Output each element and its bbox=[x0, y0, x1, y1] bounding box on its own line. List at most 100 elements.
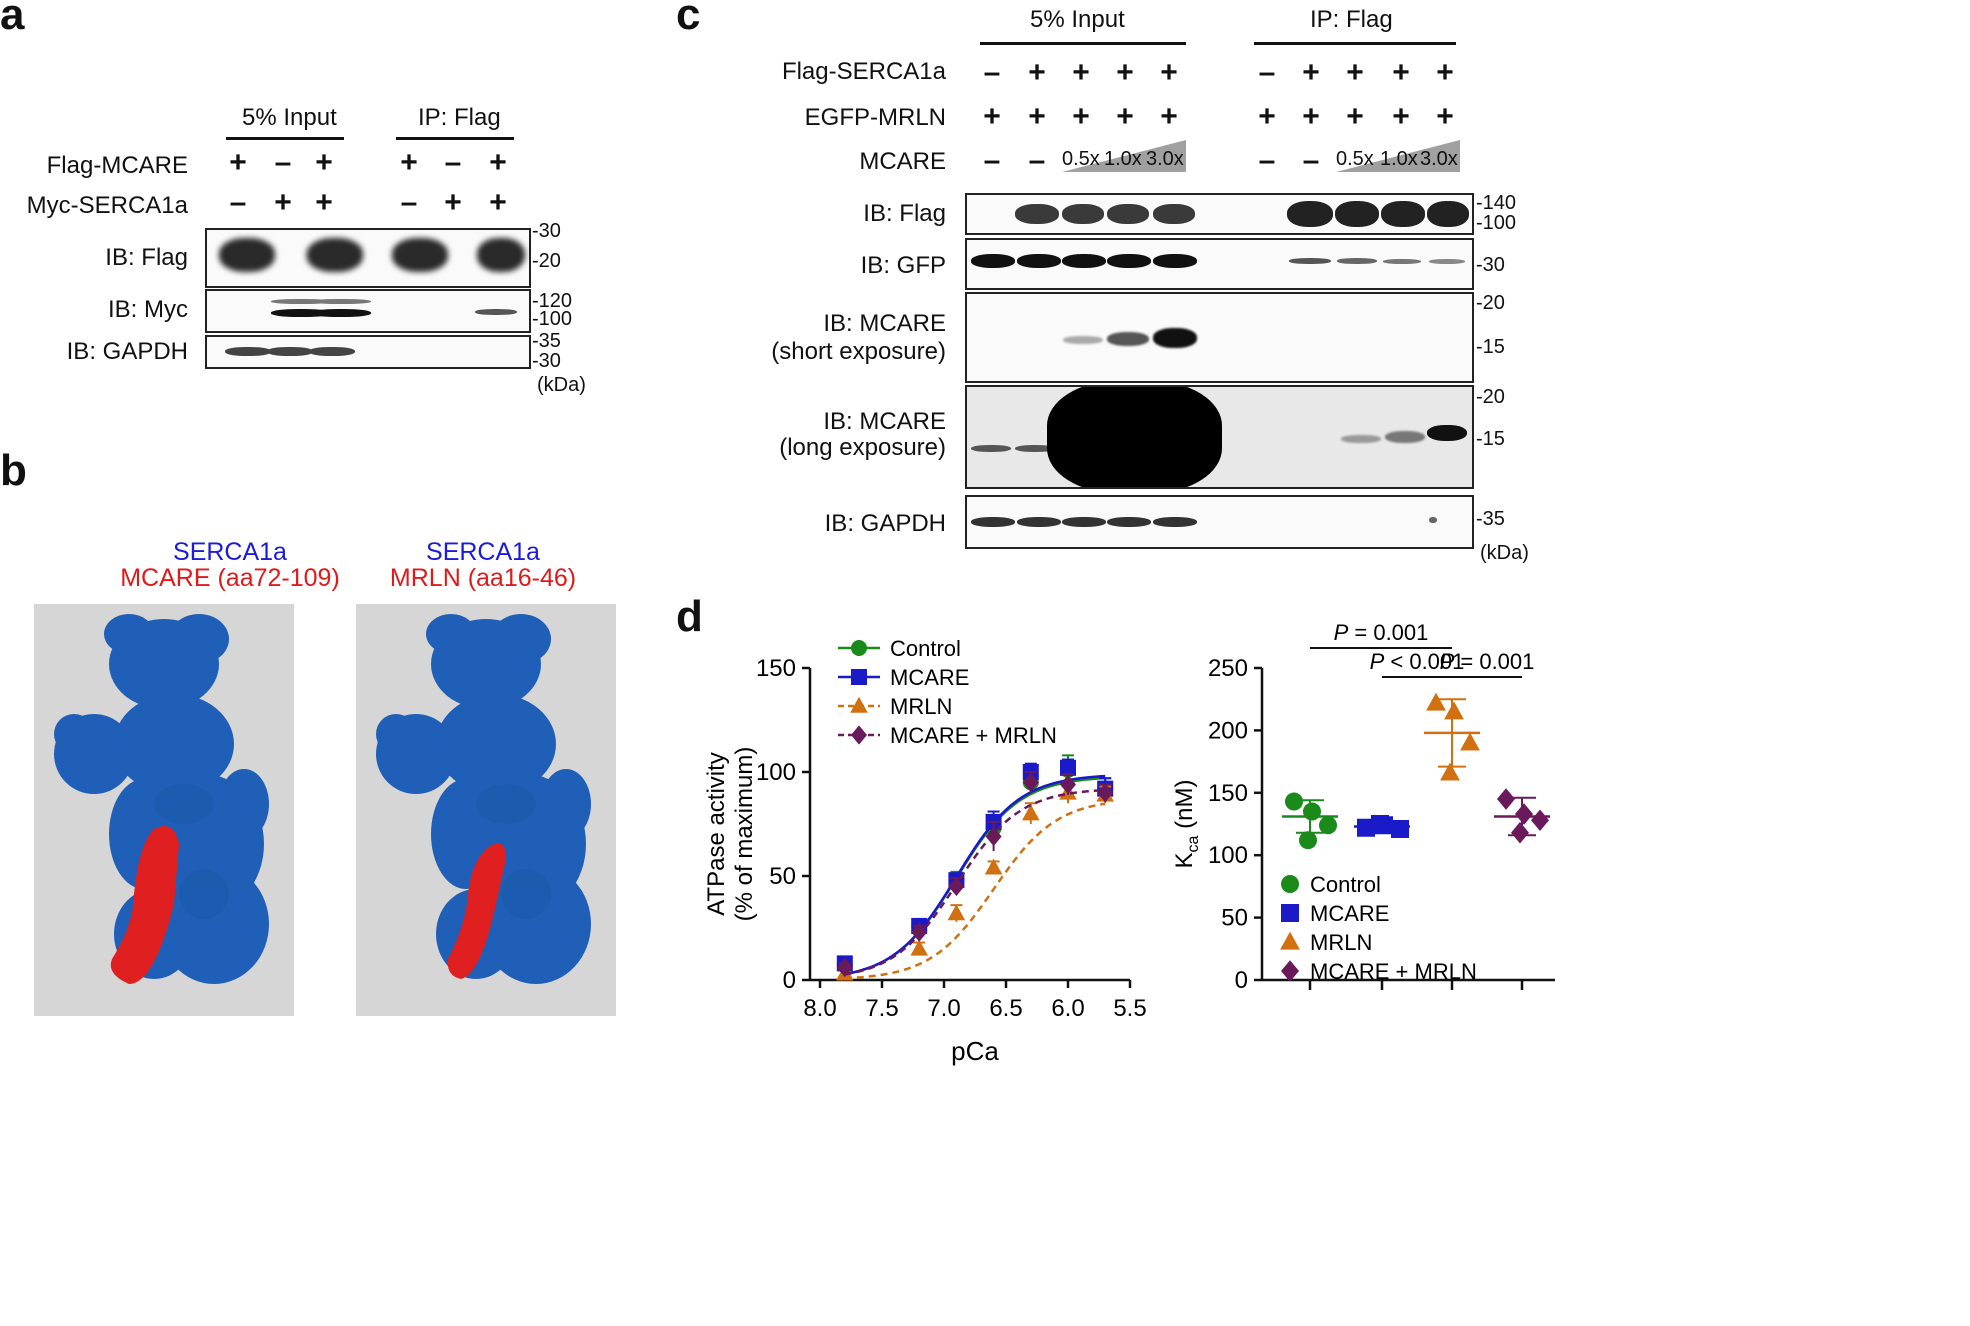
a-sign-r0-c3: + bbox=[400, 146, 418, 179]
atpase-y-tick-label-3: 150 bbox=[756, 655, 796, 682]
c-blot-gfp bbox=[965, 238, 1474, 290]
a-blot-flag bbox=[205, 228, 531, 288]
c-blot-label-gapdh: IB: GAPDH bbox=[824, 510, 946, 537]
a-blot-label-gapdh: IB: GAPDH bbox=[66, 338, 188, 365]
kca-y-tick-label-4: 200 bbox=[1208, 717, 1248, 744]
b-left-title-mcare: MCARE (aa72-109) bbox=[120, 564, 340, 592]
c-blot-label-gfp: IB: GFP bbox=[860, 252, 946, 279]
atpase-point-2-1 bbox=[910, 939, 928, 956]
c-sign-flag-3: + bbox=[1116, 56, 1134, 89]
a-header-ip: IP: Flag bbox=[418, 104, 501, 131]
c-sign-mcare-2: – bbox=[1258, 144, 1276, 177]
kca-y-tick-label-5: 250 bbox=[1208, 655, 1248, 682]
c-mw-long-20: -20 bbox=[1476, 386, 1505, 408]
kca-point-0-1 bbox=[1303, 802, 1321, 821]
a-sign-r1-c5: + bbox=[489, 186, 507, 219]
c-mw-flag-100: -100 bbox=[1476, 212, 1517, 234]
b-right-title-serca: SERCA1a bbox=[426, 538, 540, 566]
c-mw-gapdh-35: -35 bbox=[1476, 508, 1505, 530]
c-row-label-flag-serca: Flag-SERCA1a bbox=[781, 58, 946, 85]
c-mw-short-15: -15 bbox=[1476, 336, 1505, 358]
kca-point-2-2 bbox=[1460, 732, 1480, 751]
atpase-fit-line-2 bbox=[844, 802, 1106, 980]
c-dose-wedge-ip bbox=[1336, 140, 1460, 172]
kca-pvalue-0: P = 0.001 bbox=[1334, 620, 1429, 645]
c-header-ip: IP: Flag bbox=[1310, 6, 1393, 33]
atpase-x-tick-label-5: 5.5 bbox=[1113, 995, 1146, 1022]
a-sign-r1-c4: + bbox=[444, 186, 462, 219]
a-header-input-line bbox=[226, 137, 344, 140]
c-sign-flag-2: + bbox=[1072, 56, 1090, 89]
c-sign-flag-9: + bbox=[1436, 56, 1454, 89]
a-mw-gapdh-35: -35 bbox=[532, 330, 561, 352]
atpase-x-tick-label-4: 6.0 bbox=[1051, 995, 1084, 1022]
c-blot-flag bbox=[965, 193, 1474, 235]
kca-legend-label-1: MCARE bbox=[1310, 901, 1389, 926]
kca-point-0-2 bbox=[1319, 816, 1337, 835]
atpase-y-tick-label-0: 0 bbox=[783, 967, 796, 994]
kca-y-tick-label-2: 100 bbox=[1208, 842, 1248, 869]
atpase-legend-marker-0 bbox=[851, 640, 867, 656]
atpase-point-3-2 bbox=[948, 876, 965, 896]
kca-y-label: Kca (nM) bbox=[1171, 780, 1202, 869]
kca-point-2-3 bbox=[1440, 762, 1460, 781]
kca-legend-label-2: MRLN bbox=[1310, 930, 1372, 955]
atpase-x-tick-label-1: 7.5 bbox=[865, 995, 898, 1022]
a-row-label-flag-mcare: Flag-MCARE bbox=[46, 152, 188, 179]
atpase-legend-label-0: Control bbox=[890, 636, 961, 661]
c-sign-egfp-7: + bbox=[1346, 100, 1364, 133]
atpase-point-3-3 bbox=[985, 826, 1002, 847]
atpase-y-tick-label-1: 50 bbox=[769, 863, 796, 890]
atpase-legend-label-2: MRLN bbox=[890, 694, 952, 719]
a-mw-gapdh-30: -30 bbox=[532, 350, 561, 372]
atpase-chart: 8.0 7.5 7.0 6.5 6.0 5.5 0 50 100 150 pCa ATPase act… bbox=[703, 636, 1147, 1066]
atpase-y-tick-label-2: 100 bbox=[756, 759, 796, 786]
c-sign-egfp-6: + bbox=[1302, 100, 1320, 133]
kca-legend-marker-0 bbox=[1281, 875, 1299, 893]
c-row-label-mcare: MCARE bbox=[859, 148, 946, 175]
a-mw-myc-120: -120 bbox=[532, 290, 573, 312]
atpase-fit-line-0 bbox=[844, 776, 1106, 976]
c-sign-mcare-1: – bbox=[1028, 144, 1046, 177]
atpase-x-tick-label-3: 6.5 bbox=[989, 995, 1022, 1022]
c-mw-unit: (kDa) bbox=[1480, 542, 1529, 564]
atpase-y-label-1: ATPase activity bbox=[703, 752, 730, 916]
a-blot-gapdh bbox=[205, 335, 531, 369]
atpase-x-label: pCa bbox=[951, 1036, 999, 1066]
atpase-legend-marker-2 bbox=[850, 696, 868, 713]
atpase-legend-marker-3 bbox=[851, 725, 867, 745]
atpase-legend-marker-1 bbox=[851, 669, 867, 685]
panel-a-letter: a bbox=[0, 0, 25, 39]
c-header-input-line bbox=[980, 42, 1186, 45]
c-blot-gapdh bbox=[965, 495, 1474, 549]
kca-point-3-3 bbox=[1511, 821, 1529, 844]
atpase-x-tick-label-2: 7.0 bbox=[927, 995, 960, 1022]
kca-legend-marker-1 bbox=[1281, 904, 1299, 922]
a-blot-label-myc: IB: Myc bbox=[107, 296, 188, 323]
c-sign-mcare-3: – bbox=[1302, 144, 1320, 177]
c-blot-label-mcare-long-1: IB: MCARE bbox=[823, 408, 946, 435]
a-sign-r1-c1: + bbox=[274, 186, 292, 219]
panel-b-letter: b bbox=[0, 446, 27, 495]
c-blot-mcare-long bbox=[965, 385, 1474, 489]
c-sign-egfp-3: + bbox=[1116, 100, 1134, 133]
b-structure-serca-mrln bbox=[356, 604, 616, 1016]
a-mw-flag-20: -20 bbox=[532, 250, 561, 272]
c-sign-flag-7: + bbox=[1346, 56, 1364, 89]
c-blot-label-mcare-long-2: (long exposure) bbox=[779, 434, 946, 461]
c-sign-mcare-0: – bbox=[983, 144, 1001, 177]
kca-point-2-1 bbox=[1444, 701, 1464, 720]
atpase-point-3-4 bbox=[1022, 772, 1039, 792]
c-sign-egfp-8: + bbox=[1392, 100, 1410, 133]
c-blot-label-mcare-short-1: IB: MCARE bbox=[823, 310, 946, 337]
c-dose-label-5: 3.0x bbox=[1420, 148, 1458, 170]
panel-d-letter: d bbox=[676, 592, 703, 641]
c-sign-flag-6: + bbox=[1302, 56, 1320, 89]
c-dose-label-2: 3.0x bbox=[1146, 148, 1184, 170]
c-sign-flag-0: – bbox=[983, 56, 1001, 89]
kca-legend-label-0: Control bbox=[1310, 872, 1381, 897]
c-sign-egfp-5: + bbox=[1258, 100, 1276, 133]
b-left-title-serca: SERCA1a bbox=[173, 538, 287, 566]
panel-c-letter: c bbox=[676, 0, 701, 39]
kca-pvalue-1: P < 0.001 bbox=[1370, 649, 1465, 674]
